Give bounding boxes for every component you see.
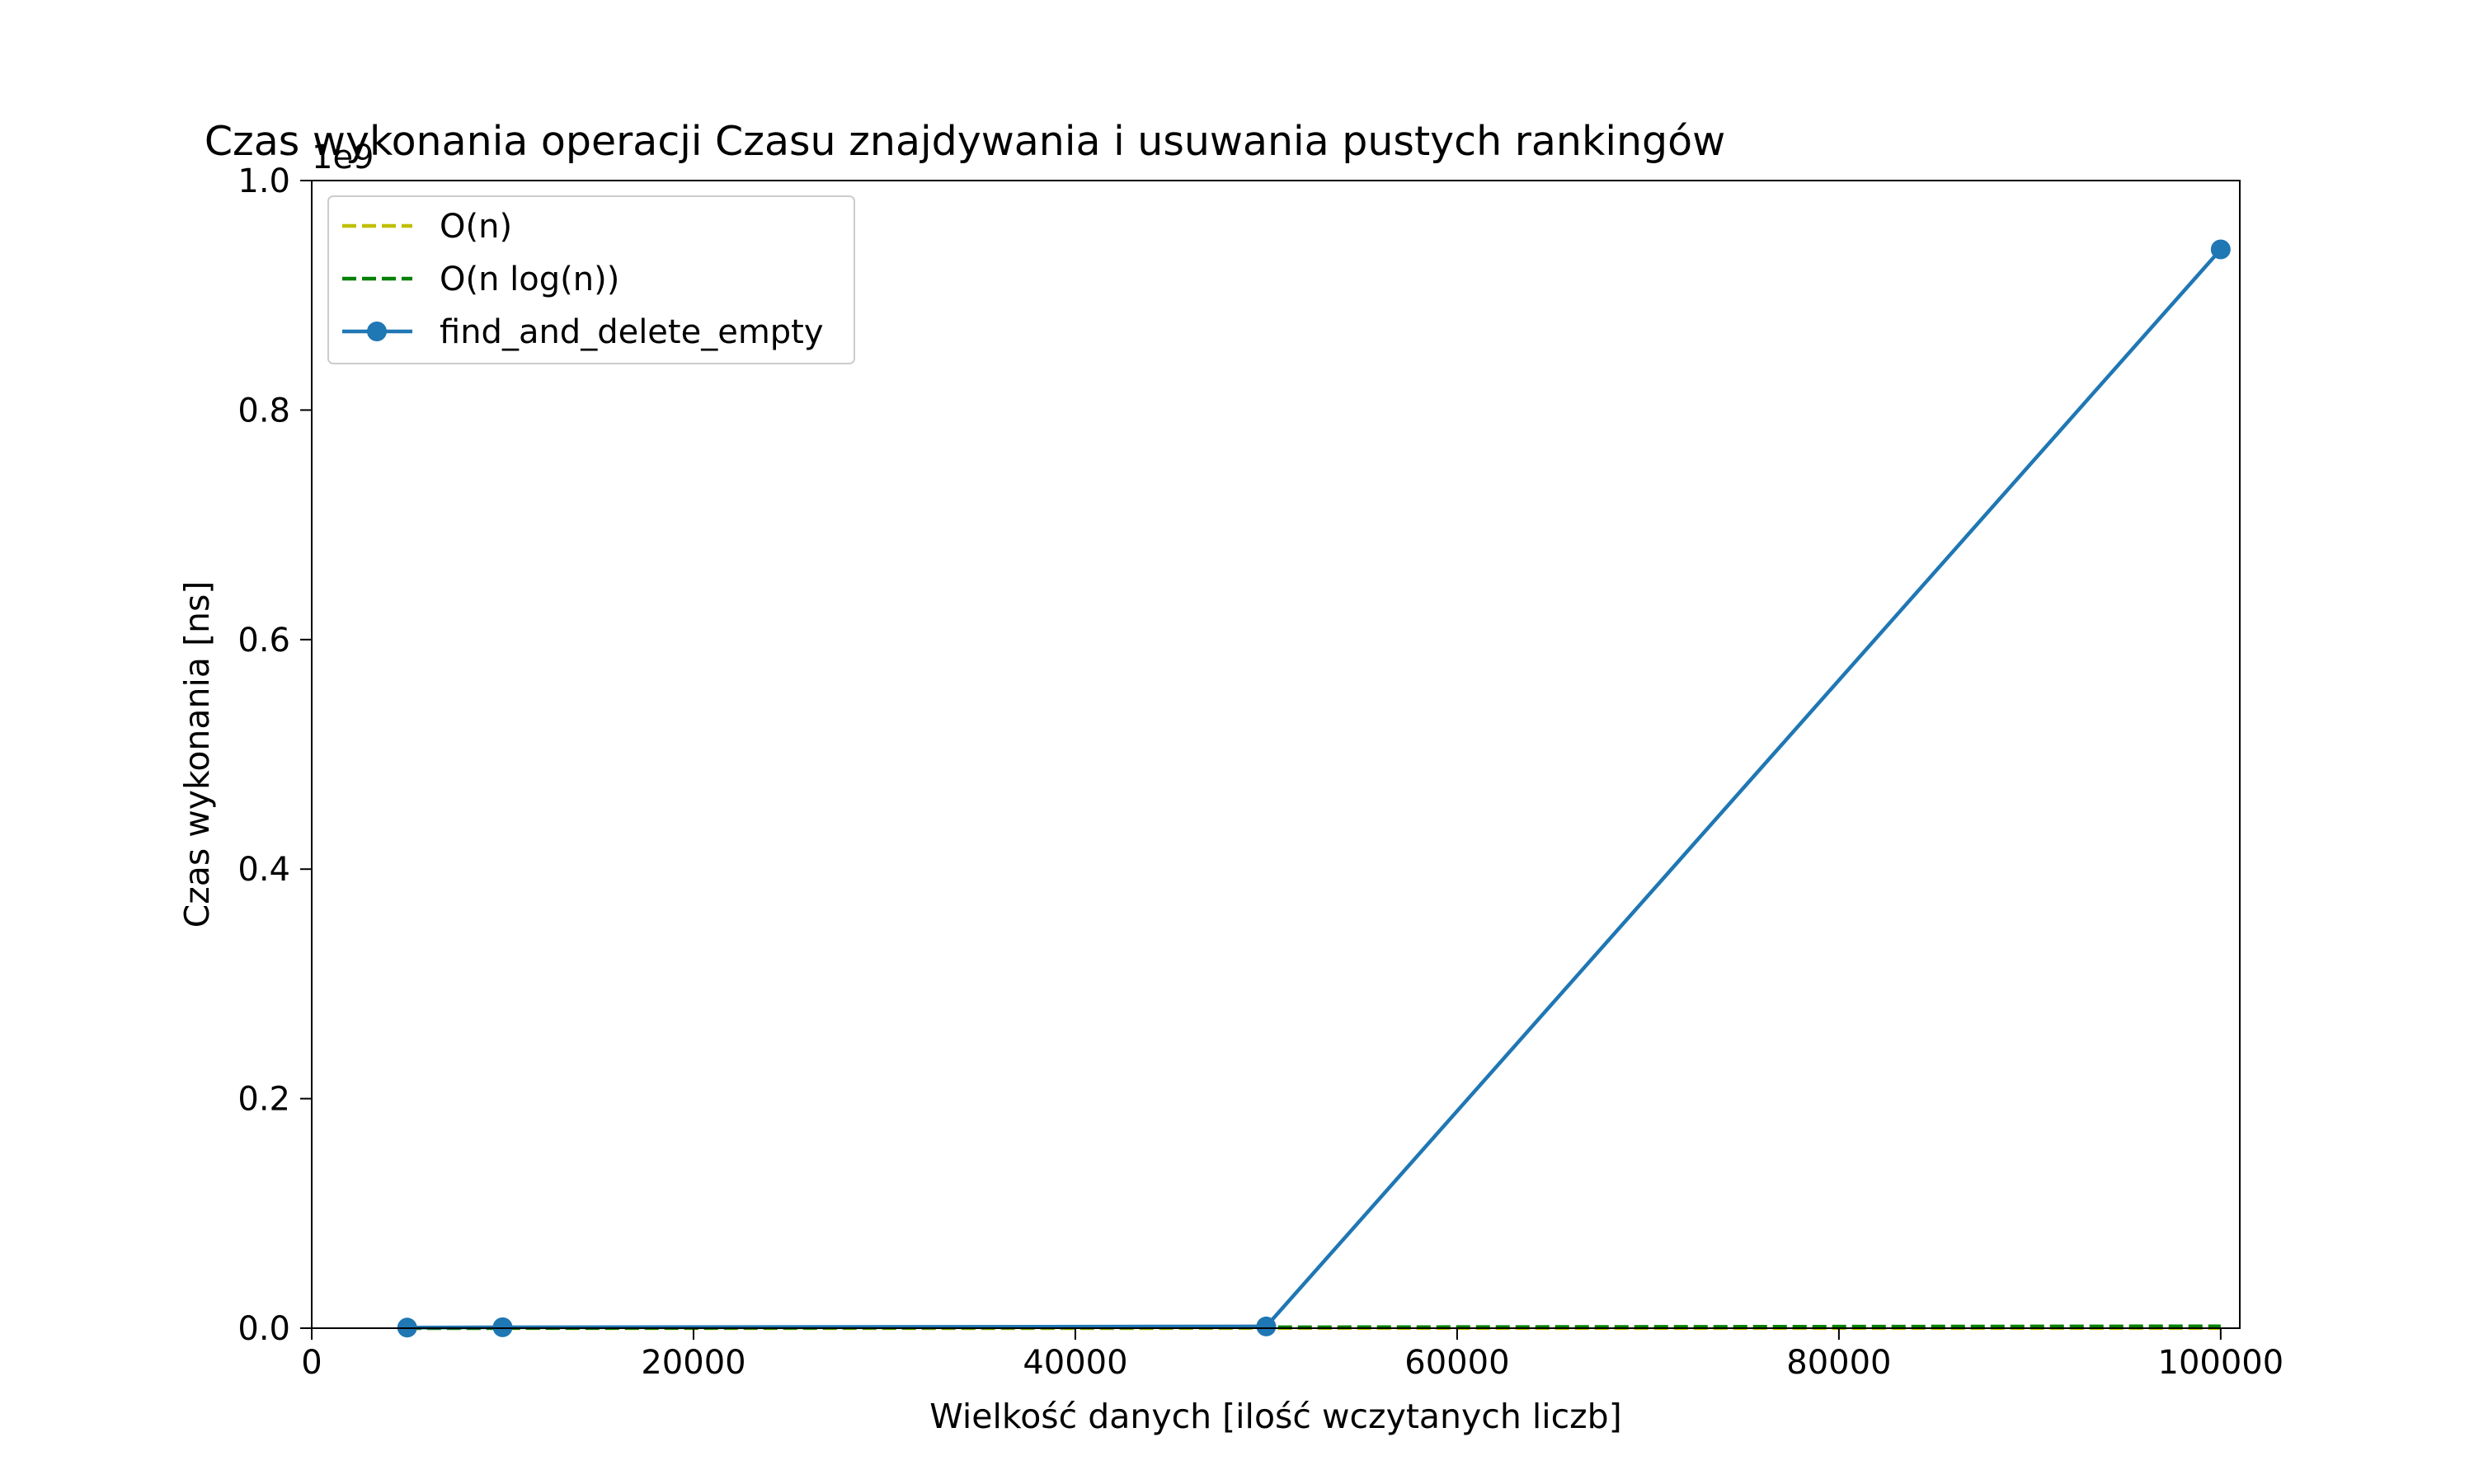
x-axis-label: Wielkość danych [ilość wczytanych liczb]	[929, 1397, 1621, 1436]
x-tick-label: 40000	[1023, 1344, 1127, 1382]
x-tick-label: 0	[301, 1344, 322, 1382]
x-tick-label: 100000	[2158, 1344, 2284, 1382]
x-tick-label: 20000	[641, 1344, 745, 1382]
plot-frame	[311, 180, 2241, 1329]
y-tick-label: 0.0	[238, 1310, 290, 1348]
x-axis: 0 20000 40000 60000 80000 100000	[301, 1328, 2284, 1382]
plot-area	[397, 239, 2231, 1338]
legend-box	[327, 195, 855, 364]
y-axis-label: Czas wykonania [ns]	[177, 581, 217, 928]
legend-label: O(n)	[440, 208, 512, 246]
x-tick-label: 60000	[1404, 1344, 1509, 1382]
legend-label: O(n log(n))	[440, 261, 619, 298]
y-offset-label: 1e9	[312, 139, 374, 176]
y-tick-label: 0.6	[238, 622, 290, 660]
legend-marker	[367, 322, 387, 341]
y-tick-label: 0.4	[238, 851, 290, 889]
y-tick-label: 0.2	[238, 1081, 290, 1119]
data-point	[2210, 239, 2231, 260]
data-point	[1256, 1316, 1277, 1336]
chart-title: Czas wykonania operacji Czasu znajdywani…	[205, 118, 1725, 165]
y-tick-label: 1.0	[238, 162, 290, 200]
data-point	[492, 1317, 513, 1337]
y-tick-label: 0.8	[238, 392, 290, 430]
legend-label: find_and_delete_empty	[440, 313, 824, 351]
y-axis: 0.0 0.2 0.4 0.6 0.8 1.0	[238, 162, 312, 1348]
series-line-2	[405, 247, 2224, 1330]
x-tick-label: 80000	[1786, 1344, 1891, 1382]
legend: O(n) O(n log(n)) find_and_delete_empty	[327, 195, 855, 364]
